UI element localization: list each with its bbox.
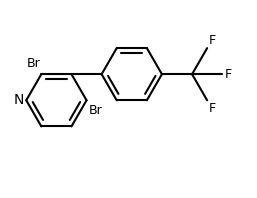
Text: F: F <box>208 102 216 115</box>
Text: Br: Br <box>89 104 102 117</box>
Text: F: F <box>208 34 216 47</box>
Text: N: N <box>14 93 24 107</box>
Text: F: F <box>225 68 232 81</box>
Text: Br: Br <box>26 57 40 70</box>
